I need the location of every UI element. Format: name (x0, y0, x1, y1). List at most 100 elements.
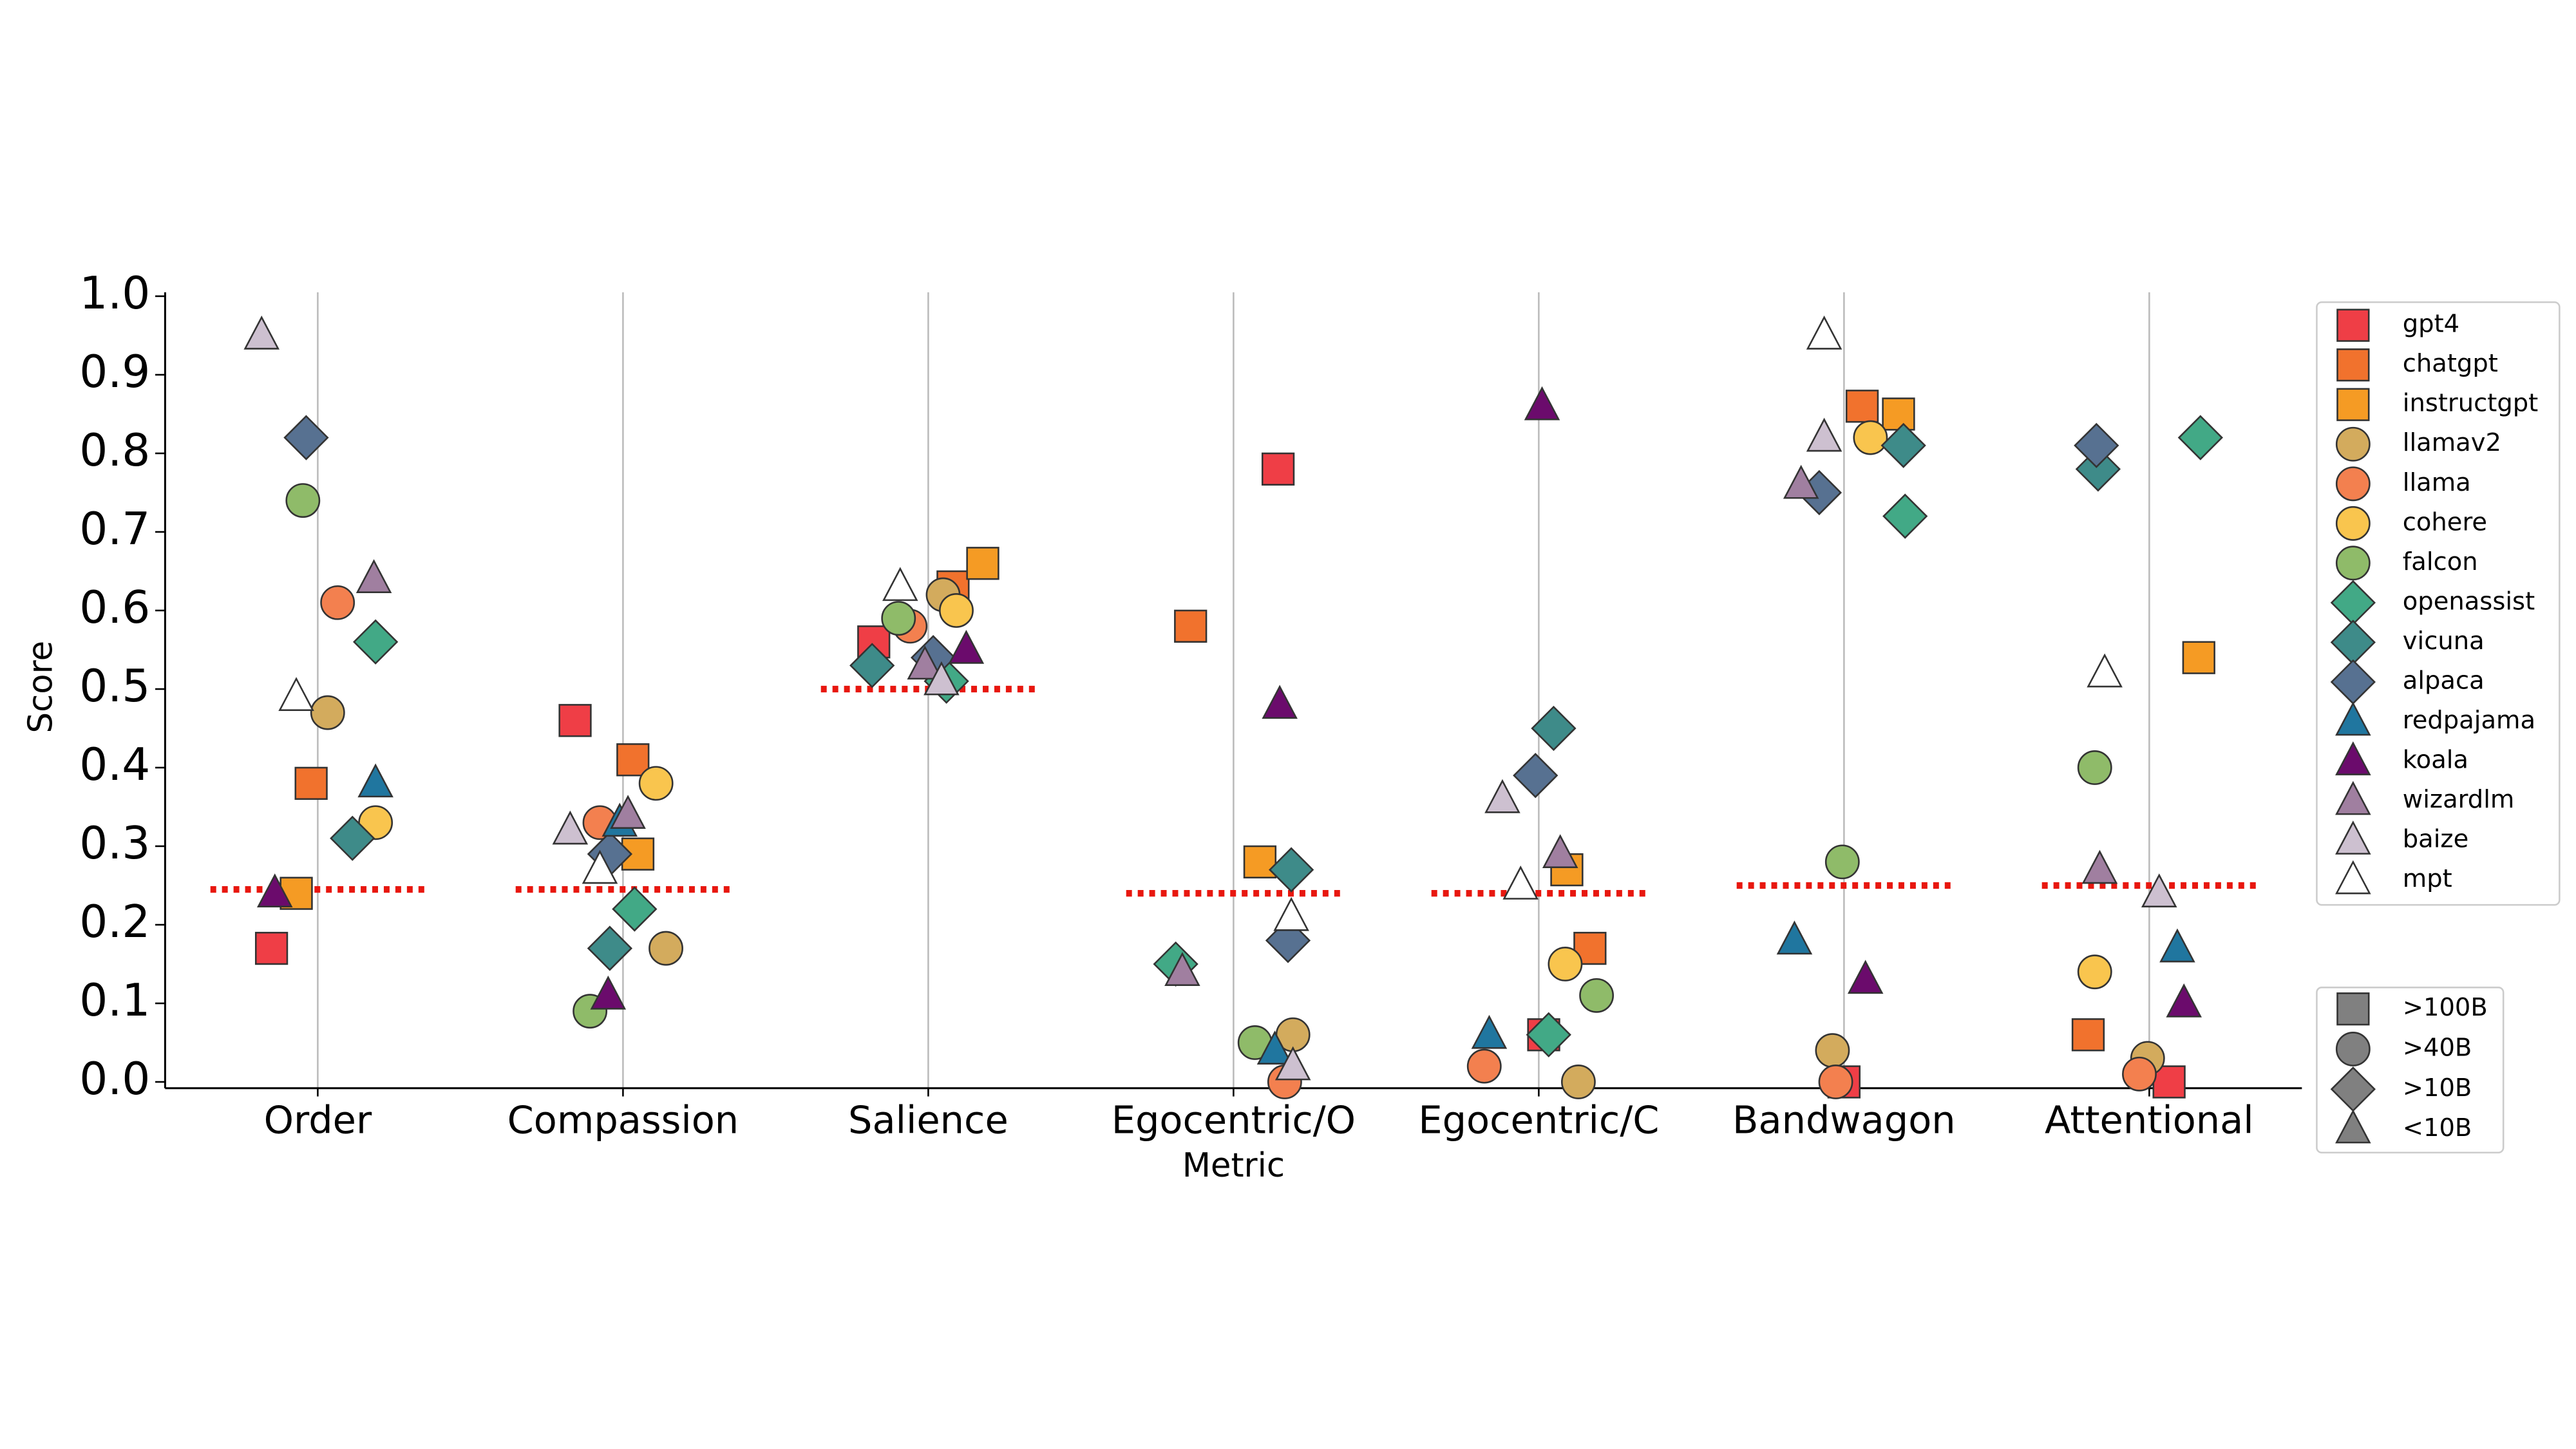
data-point (1513, 753, 1558, 799)
data-point (243, 315, 279, 350)
data-point (582, 849, 618, 884)
data-point (1847, 960, 1884, 994)
legend-marker (2335, 701, 2371, 736)
data-point (1845, 390, 1879, 423)
data-point (1243, 845, 1277, 879)
data-point (649, 931, 683, 966)
size-legend-marker (2335, 1032, 2371, 1066)
size-legend-marker (2336, 992, 2370, 1026)
data-point (966, 547, 999, 580)
data-point (2141, 873, 2177, 907)
data-point (1806, 315, 1842, 350)
data-point (1531, 705, 1577, 752)
data-point (1471, 1014, 1508, 1049)
data-point (2077, 954, 2112, 990)
legend-label: instructgpt (2403, 389, 2538, 418)
data-point (1526, 1012, 1571, 1057)
data-point (294, 766, 328, 800)
legend-marker (2336, 388, 2370, 421)
size-legend-marker (2335, 1109, 2371, 1144)
legend-label: redpajama (2403, 706, 2535, 735)
data-point (1818, 1065, 1853, 1099)
data-point (1268, 847, 1314, 893)
legend-label: koala (2403, 746, 2468, 775)
legend-label: openassist (2403, 587, 2535, 616)
data-point (278, 677, 314, 711)
data-point (2074, 422, 2119, 468)
data-point (1776, 920, 1813, 955)
data-point (1273, 896, 1309, 931)
legend-marker (2335, 466, 2371, 502)
data-point (353, 619, 399, 665)
data-point (320, 585, 355, 620)
data-point (1560, 1065, 1596, 1099)
y-axis-label: Score (22, 641, 61, 734)
data-point (357, 763, 393, 798)
y-tick-label: 0.4 (79, 739, 150, 791)
data-point (1274, 1046, 1311, 1081)
data-point (2071, 1018, 2105, 1052)
data-point (882, 567, 918, 601)
data-point (2081, 849, 2118, 884)
legend-label: llamav2 (2403, 428, 2501, 457)
legend-marker (2335, 820, 2371, 855)
size-legend-box (2316, 987, 2505, 1154)
y-tick-label: 0.6 (79, 582, 150, 634)
legend-label: baize (2403, 825, 2469, 854)
legend-marker (2335, 741, 2371, 775)
data-point (881, 601, 916, 636)
data-point (612, 886, 658, 932)
legend-marker (2335, 426, 2371, 462)
data-point (2087, 653, 2123, 688)
y-tick-label: 0.0 (79, 1054, 150, 1105)
x-tick-label: Compassion (507, 1098, 739, 1142)
legend-label: mpt (2403, 864, 2452, 893)
data-point (2077, 750, 2112, 785)
y-tick-label: 0.3 (79, 818, 150, 869)
data-point (638, 766, 674, 801)
data-point (355, 559, 392, 593)
data-point (948, 630, 985, 664)
data-point (1261, 452, 1295, 486)
data-point (610, 795, 646, 829)
y-tick-label: 0.9 (79, 346, 150, 398)
data-point (907, 645, 943, 680)
data-point (1880, 422, 1926, 468)
data-point (1573, 931, 1607, 965)
data-point (1174, 609, 1208, 643)
data-point (590, 975, 627, 1010)
x-axis-label: Metric (1182, 1146, 1285, 1185)
data-point (923, 661, 960, 696)
legend-marker (2335, 506, 2371, 541)
data-point (939, 593, 974, 628)
data-point (849, 643, 895, 688)
data-point (2177, 415, 2223, 460)
size-legend-label: >100B (2403, 993, 2488, 1022)
data-point (330, 815, 375, 861)
data-point (1484, 779, 1520, 813)
data-point (254, 931, 289, 965)
data-point (1524, 386, 1560, 421)
size-legend-label: >40B (2403, 1033, 2472, 1062)
y-tick-label: 1.0 (79, 268, 150, 319)
data-point (2182, 641, 2215, 674)
data-point (310, 695, 345, 730)
data-point (1815, 1033, 1850, 1068)
legend-label: wizardlm (2403, 785, 2515, 814)
data-point (2166, 983, 2202, 1018)
data-point (1164, 952, 1200, 986)
data-point (1262, 685, 1298, 719)
data-point (1548, 947, 1583, 981)
data-point (1466, 1048, 1502, 1084)
x-tick-label: Bandwagon (1732, 1098, 1956, 1142)
x-tick-label: Egocentric/C (1418, 1098, 1659, 1142)
data-point (552, 810, 589, 845)
data-point (558, 704, 592, 737)
legend-box (2316, 301, 2561, 906)
data-point (1882, 397, 1915, 431)
legend-marker (2336, 348, 2370, 382)
data-point (285, 483, 321, 518)
data-point (2122, 1056, 2157, 1092)
